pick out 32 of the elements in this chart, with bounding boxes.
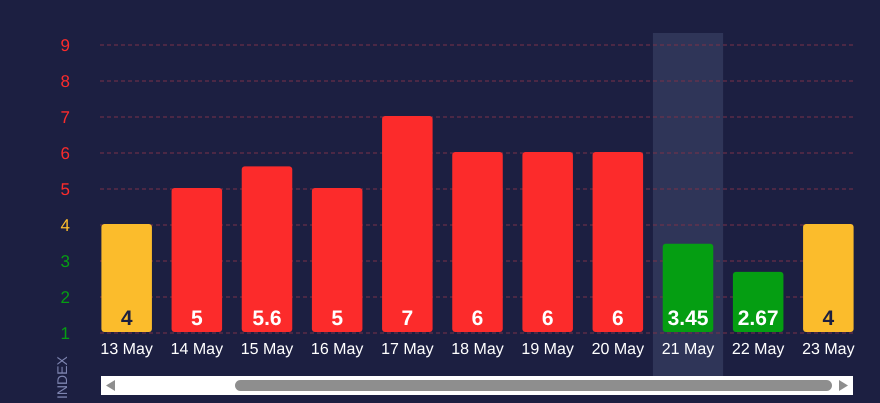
x-tick-label: 17 May: [381, 341, 434, 358]
data-label: 6: [612, 307, 624, 330]
data-label: 6: [472, 307, 484, 330]
y-tick-label: 9: [60, 36, 70, 55]
y-tick-label: 5: [60, 180, 70, 199]
x-tick-label: 22 May: [732, 341, 784, 358]
x-tick-label: 15 May: [240, 341, 294, 358]
x-tick-label: 18 May: [451, 341, 504, 358]
y-tick-label: 7: [60, 108, 70, 127]
data-label: 6: [542, 307, 554, 330]
data-label: 4: [120, 307, 133, 330]
data-label: 5: [331, 307, 344, 330]
data-label: 5.6: [252, 307, 282, 330]
x-tick-label: 20 May: [592, 341, 644, 358]
x-tick-label: 23 May: [802, 341, 855, 358]
x-tick-label: 13 May: [100, 341, 153, 358]
data-label: 5: [190, 307, 203, 330]
y-tick-label: 6: [60, 144, 70, 163]
x-tick-label: 16 May: [310, 341, 364, 358]
y-tick-label: 8: [60, 72, 70, 91]
y-tick-label: 4: [60, 216, 70, 235]
data-label: 2.67: [738, 307, 779, 330]
y-axis-title: INDEX: [54, 356, 70, 399]
x-tick-label: 14 May: [170, 341, 224, 358]
y-tick-label: 2: [60, 288, 70, 307]
data-label: 4: [822, 307, 834, 330]
y-tick-label: 1: [60, 324, 70, 343]
x-tick-label: 21 May: [662, 341, 714, 358]
y-tick-label: 3: [60, 252, 70, 271]
x-tick-label: 19 May: [521, 341, 574, 358]
data-label: 7: [401, 307, 414, 330]
data-label: 3.45: [668, 307, 709, 330]
